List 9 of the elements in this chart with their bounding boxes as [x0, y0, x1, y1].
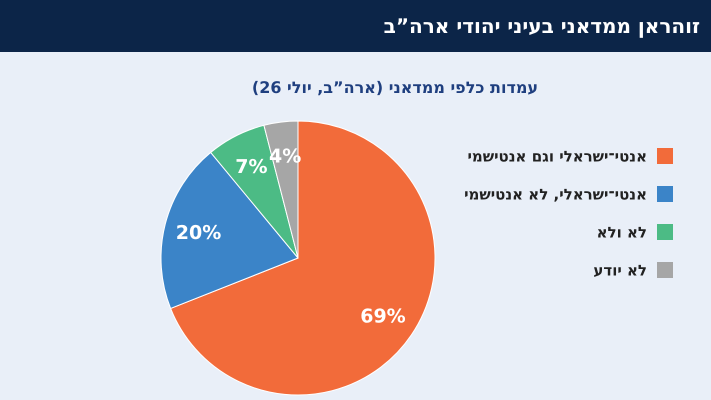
- legend-label: אנטי־ישראלי, לא אנטישמי: [464, 185, 647, 204]
- legend-label: אנטי־ישראלי וגם אנטישמי: [468, 147, 647, 166]
- chart-subtitle: עמדות כלפי ממדאני (ארה”ב, יולי 26): [252, 78, 538, 97]
- chart-title: זוהראן ממדאני בעיני יהודי ארה”ב: [384, 14, 700, 38]
- legend-label: לא יודע: [593, 261, 647, 280]
- data-label: 20%: [176, 222, 222, 244]
- data-label: 69%: [360, 305, 406, 328]
- legend-label: לא ולא: [596, 223, 647, 242]
- data-label: 7%: [235, 156, 268, 178]
